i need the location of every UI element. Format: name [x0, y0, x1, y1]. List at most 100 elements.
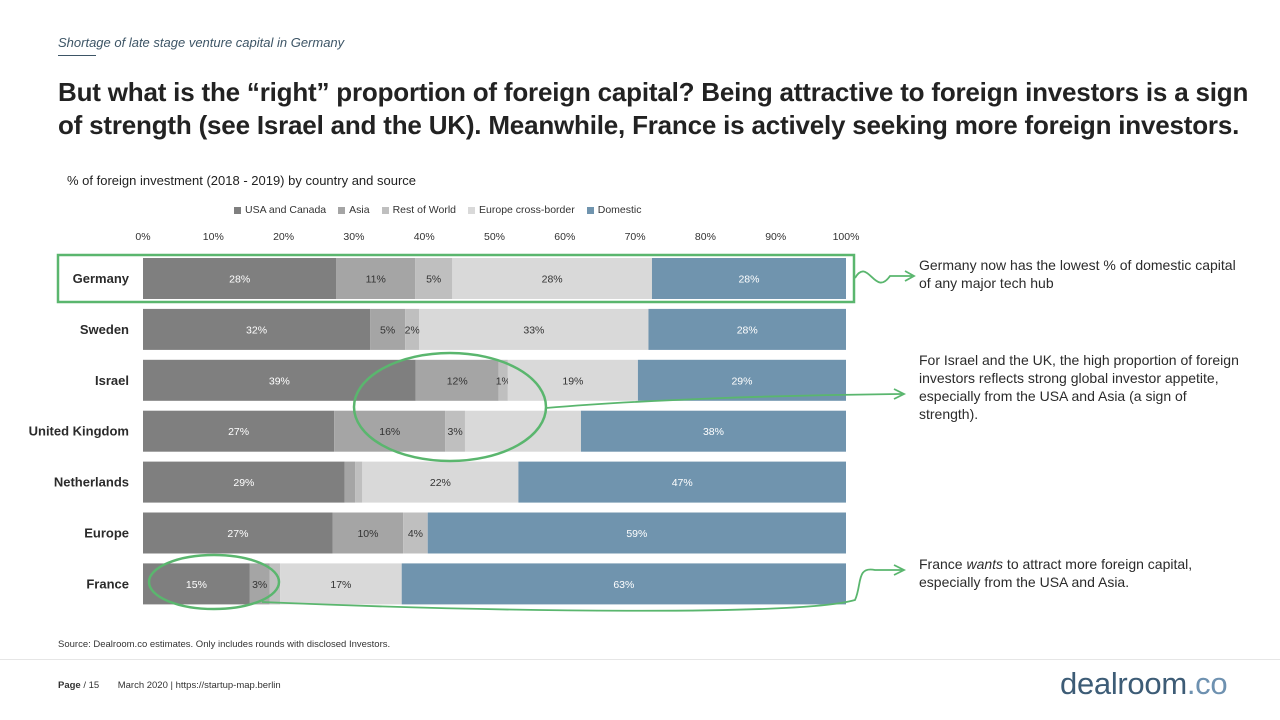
legend-item-usa-and-canada: USA and Canada — [234, 204, 326, 216]
category-label: Netherlands — [54, 475, 129, 490]
data-label: 38% — [703, 426, 724, 438]
data-label: 63% — [613, 579, 634, 591]
brand-name: dealroom — [1060, 666, 1187, 701]
bar-germany-domestic — [651, 258, 846, 299]
bar-netherlands-usa-and-canada — [143, 461, 345, 503]
brand-suffix: .co — [1186, 666, 1228, 701]
x-tick-label: 20% — [273, 231, 294, 243]
x-tick-label: 0% — [135, 231, 150, 243]
x-tick-label: 10% — [203, 231, 224, 243]
data-label: 29% — [233, 477, 254, 489]
bar-germany-usa-and-canada — [143, 258, 337, 299]
bar-israel-rest-of-world — [498, 359, 508, 401]
x-tick-label: 80% — [695, 231, 716, 243]
page-number: / 15 — [83, 680, 100, 691]
category-label: Europe — [84, 526, 129, 541]
bar-europe-domestic — [427, 512, 846, 554]
data-label: 4% — [408, 528, 423, 540]
category-label: France — [86, 576, 129, 591]
chart-title: % of foreign investment (2018 - 2019) by… — [67, 173, 417, 188]
legend-item-rest-of-world: Rest of World — [381, 204, 457, 216]
footer: Page / 15 March 2020 | https://startup-m… — [58, 680, 281, 691]
bar-germany-europe-cross-border — [452, 258, 652, 299]
page-label: Page — [58, 680, 81, 691]
bar-sweden-usa-and-canada — [143, 308, 371, 350]
bar-sweden-europe-cross-border — [419, 308, 649, 350]
stacked-bar-chart: 0% 10% 20% 30% 40% 50% 60% 70% 80% 90% 100% Germany… — [29, 231, 916, 612]
data-label: 29% — [731, 375, 752, 387]
data-label: 5% — [380, 324, 395, 336]
bar-france-europe-cross-border — [280, 563, 402, 605]
legend-swatch — [338, 206, 346, 214]
annotation-israel-uk: For Israel and the UK, the high proporti… — [919, 352, 1239, 422]
data-label: 15% — [186, 579, 207, 591]
category-label: Germany — [73, 271, 130, 286]
legend-label: USA and Canada — [245, 204, 327, 216]
x-tick-label: 30% — [343, 231, 364, 243]
category-label: Sweden — [80, 322, 129, 337]
chart-legend: USA and Canada Asia Rest of World Europe cr… — [234, 204, 642, 216]
dealroom-logo: dealroom.co — [1060, 666, 1228, 702]
section-subtitle: Shortage of late stage venture capital i… — [58, 35, 345, 50]
bar-united-kingdom-europe-cross-border — [464, 410, 581, 452]
arrowhead-icon — [904, 270, 916, 282]
bar-united-kingdom-rest-of-world — [445, 410, 465, 452]
data-label: 2% — [405, 324, 420, 336]
data-label: 3% — [252, 579, 267, 591]
category-label: United Kingdom — [29, 424, 129, 439]
highlight-ellipse-israel-uk — [352, 351, 548, 463]
data-label: 28% — [229, 274, 250, 286]
connector-france — [261, 568, 902, 612]
data-label: 12% — [447, 375, 468, 387]
connector-israel-uk — [545, 393, 903, 409]
data-label: 16% — [379, 426, 400, 438]
bar-europe-rest-of-world — [403, 512, 428, 554]
bar-israel-usa-and-canada — [143, 359, 416, 401]
bar-united-kingdom-asia — [334, 410, 446, 452]
bar-united-kingdom-domestic — [580, 410, 846, 452]
data-label: 3% — [448, 426, 463, 438]
bar-france-rest-of-world — [269, 563, 281, 605]
legend-item-asia: Asia — [338, 204, 370, 216]
x-tick-label: 100% — [833, 231, 860, 243]
legend-item-domestic: Domestic — [586, 204, 642, 216]
data-label: 28% — [737, 324, 758, 336]
bar-germany-asia — [336, 258, 416, 299]
legend-label: Rest of World — [392, 204, 457, 216]
data-label: 28% — [542, 274, 563, 286]
arrowhead-icon — [893, 564, 907, 576]
arrowhead-icon — [893, 388, 907, 400]
bar-netherlands-europe-cross-border — [362, 461, 519, 503]
bar-france-domestic — [401, 563, 846, 605]
connector-germany — [854, 270, 912, 284]
data-label: 22% — [430, 477, 451, 489]
annotation-germany: Germany now has the lowest % of domestic… — [919, 257, 1236, 291]
highlight-ellipse-france — [147, 553, 281, 611]
annotation-france-emphasis: wants — [966, 556, 1004, 572]
data-label: 19% — [562, 375, 583, 387]
data-label: 39% — [269, 375, 290, 387]
bar-netherlands-domestic — [518, 461, 846, 503]
x-tick-label: 50% — [484, 231, 505, 243]
legend-swatch — [468, 206, 476, 214]
bar-europe-asia — [332, 512, 404, 554]
legend-item-europe-cross-border: Europe cross-border — [468, 204, 575, 216]
bar-sweden-rest-of-world — [405, 308, 420, 350]
highlight-box-germany — [56, 253, 856, 304]
bar-sweden-asia — [370, 308, 406, 350]
bar-france-asia — [249, 563, 270, 605]
legend-swatch — [586, 206, 594, 214]
source-note: Source: Dealroom.co estimates. Only incl… — [58, 639, 391, 650]
x-tick-label: 90% — [765, 231, 786, 243]
legend-swatch — [381, 206, 389, 214]
legend-label: Asia — [349, 204, 370, 216]
category-label: Israel — [95, 373, 129, 388]
legend-label: Domestic — [597, 204, 642, 216]
footer-date-url: March 2020 | https://startup-map.berlin — [117, 680, 281, 691]
data-label: 27% — [228, 426, 249, 438]
annotation-france-post: to attract more foreign capital, especia… — [919, 556, 1193, 590]
data-label: 27% — [227, 528, 248, 540]
bar-israel-domestic — [637, 359, 846, 401]
data-label: 17% — [330, 579, 351, 591]
bar-united-kingdom-usa-and-canada — [143, 410, 335, 452]
